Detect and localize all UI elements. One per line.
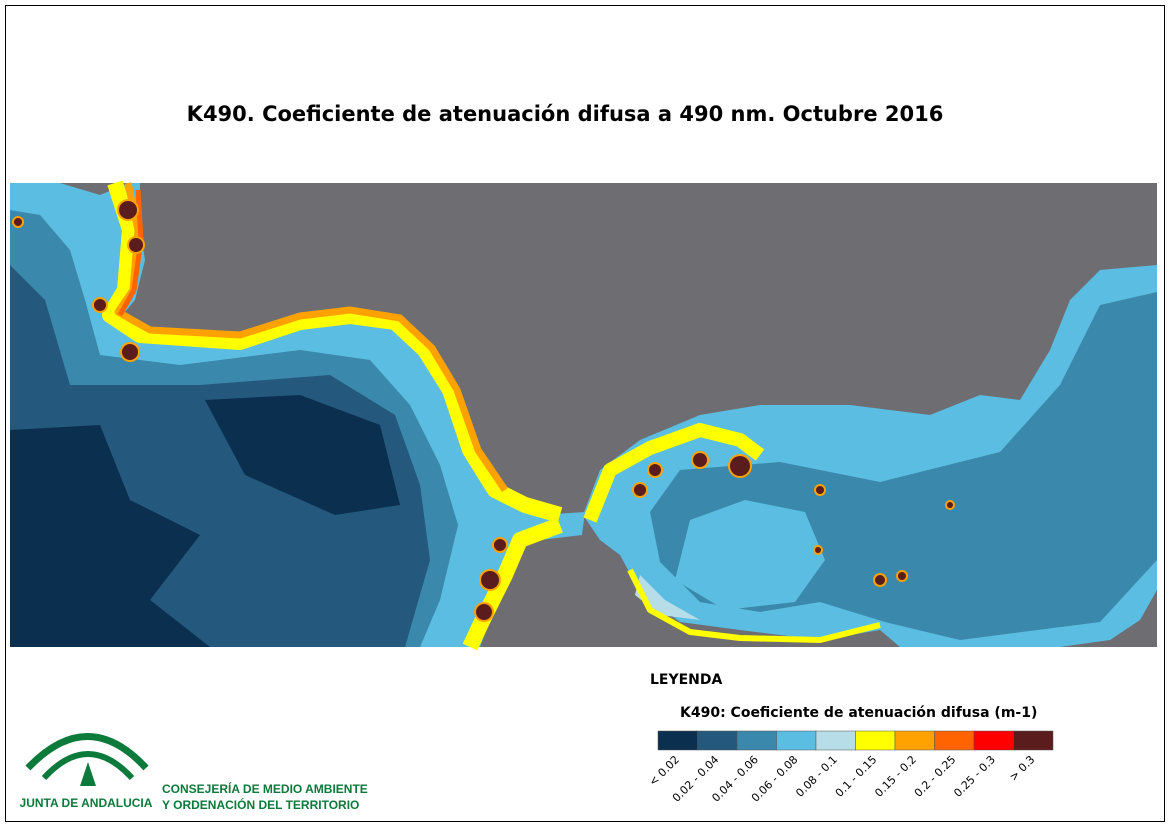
logo-name: JUNTA DE ANDALUCIA [20, 796, 153, 810]
spot [693, 453, 707, 467]
logo-arc [25, 733, 149, 771]
water-zone [10, 425, 210, 647]
legend-swatch [776, 730, 817, 751]
legend-swatch [1013, 730, 1054, 751]
spots [12, 199, 955, 622]
legend-swatch [697, 730, 738, 751]
spot [730, 456, 750, 476]
logo-arc [41, 751, 135, 781]
spot [494, 539, 506, 551]
spot [481, 571, 499, 589]
spot [476, 604, 492, 620]
spot [875, 575, 885, 585]
legend-swatch [855, 730, 896, 751]
spot [815, 547, 821, 553]
spot [898, 572, 906, 580]
water-zone [627, 568, 881, 643]
water-zone [102, 180, 563, 523]
water-zone [117, 189, 144, 317]
logo-department: Y ORDENACIÓN DEL TERRITORIO [162, 797, 359, 812]
spot [94, 299, 106, 311]
water-zone [635, 575, 700, 620]
water-zone [583, 423, 765, 523]
logo-department: CONSEJERÍA DE MEDIO AMBIENTE [162, 781, 368, 796]
spot [122, 344, 138, 360]
spot [816, 486, 824, 494]
spot [14, 218, 22, 226]
logo-column [80, 762, 96, 786]
spot [947, 502, 953, 508]
water-zone [462, 517, 563, 651]
water-zone [205, 395, 400, 515]
spot [119, 201, 137, 219]
logo: JUNTA DE ANDALUCIA CONSEJERÍA DE MEDIO A… [20, 733, 368, 812]
legend-swatch [973, 730, 1014, 751]
legend-swatch [736, 730, 777, 751]
legend-swatch [934, 730, 975, 751]
spot [649, 464, 661, 476]
legend-swatch [815, 730, 856, 751]
spot [129, 238, 143, 252]
map-title: K490. Coeficiente de atenuación difusa a… [187, 102, 944, 126]
map [10, 180, 1157, 651]
water-zone [675, 500, 825, 610]
legend-swatch [657, 730, 698, 751]
spot [634, 484, 646, 496]
legend-swatch [894, 730, 935, 751]
legend-title: K490: Coeficiente de atenuación difusa (… [680, 705, 1037, 721]
legend-heading: LEYENDA [650, 672, 723, 688]
